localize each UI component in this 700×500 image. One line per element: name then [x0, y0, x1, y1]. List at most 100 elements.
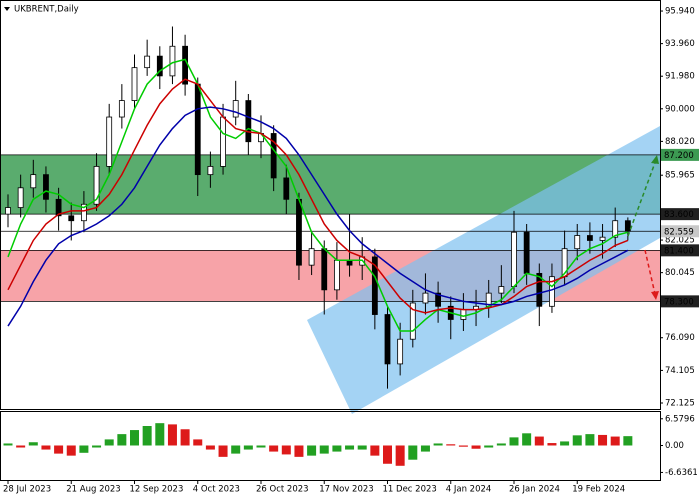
histogram-bar	[243, 445, 253, 450]
y-tick-label: 76.090	[665, 333, 695, 343]
histogram-bar	[496, 443, 506, 446]
candle-body	[599, 236, 606, 241]
candle-body	[220, 116, 226, 167]
histogram-bar	[610, 436, 620, 446]
level-label: 78.300	[664, 297, 694, 307]
trend-channel	[307, 126, 660, 414]
x-tick-label: 26 Jan 2024	[509, 485, 560, 495]
y-tick-label: 93.960	[665, 39, 695, 49]
x-tick-label: 4 Oct 2023	[193, 485, 240, 495]
candle-body	[422, 292, 429, 304]
x-tick-label: 26 Oct 2023	[256, 485, 309, 495]
menu-arrow[interactable]	[4, 7, 10, 11]
candle-body	[612, 220, 619, 238]
candle-body	[536, 272, 543, 307]
candle-body	[549, 276, 555, 307]
histogram-bar	[395, 445, 405, 466]
histogram-bar	[281, 445, 291, 455]
histogram-bar	[383, 445, 392, 464]
y-tick-label: 95.940	[665, 7, 695, 17]
y-tick-label: 85.965	[665, 171, 695, 181]
candle-body	[43, 174, 49, 200]
candle-body	[93, 166, 100, 205]
histogram-bar	[167, 424, 177, 446]
histogram-bar	[269, 445, 279, 452]
main-frame	[0, 0, 661, 410]
y-tick-label: 90.000	[665, 104, 695, 114]
candle-body	[511, 231, 517, 287]
level-tag	[661, 295, 699, 308]
histogram-bar	[357, 445, 367, 450]
histogram-bar	[130, 430, 139, 446]
candle-body	[5, 207, 11, 215]
histogram-bar	[408, 445, 418, 460]
y-tick-label: 72.125	[665, 398, 695, 408]
histogram-bar	[370, 445, 380, 456]
candle-body	[397, 338, 404, 365]
candle-body	[308, 248, 315, 266]
histogram-bar	[332, 445, 342, 452]
arrow-head	[651, 291, 659, 300]
candle-body	[245, 100, 252, 143]
y-tick-label: 6.5796	[665, 414, 695, 424]
candle-body	[68, 215, 75, 222]
histogram-bar	[3, 443, 13, 446]
candle-body	[435, 292, 442, 307]
histogram-bar	[117, 434, 127, 446]
candle-body	[587, 235, 593, 241]
histogram-bar	[307, 445, 317, 456]
histogram-bar	[218, 445, 228, 457]
level-label: 87.200	[664, 151, 694, 161]
arrow-head	[651, 155, 659, 164]
candle-body	[409, 302, 416, 340]
candle-body	[156, 55, 163, 77]
y-tick-label: 80.045	[665, 268, 695, 278]
x-tick-label: 17 Nov 2023	[319, 485, 373, 495]
x-tick-label: 12 Sep 2023	[130, 485, 184, 495]
histogram-bar	[155, 423, 165, 446]
candle-body	[106, 116, 113, 167]
candle-body	[624, 220, 631, 232]
histogram-bar	[509, 437, 519, 446]
target-arrow-down	[644, 249, 656, 295]
histogram-bar	[231, 445, 241, 454]
level-tag	[661, 244, 699, 257]
candle-body	[17, 187, 24, 208]
level-tag	[661, 225, 699, 238]
histogram-bar	[41, 445, 51, 450]
candle-body	[81, 203, 87, 222]
x-tick-label: 21 Aug 2023	[66, 485, 120, 495]
candle-body	[232, 100, 239, 118]
candle-body	[55, 198, 62, 217]
x-tick-label: 28 Jul 2023	[3, 485, 51, 495]
level-tag	[661, 148, 699, 161]
histogram-bar	[458, 445, 468, 447]
oscillator-frame	[0, 411, 661, 481]
x-tick-label: 19 Feb 2024	[572, 485, 625, 495]
histogram-bar	[547, 443, 557, 446]
histogram-bar	[446, 444, 456, 446]
level-tag	[661, 208, 699, 221]
histogram-bar	[294, 445, 304, 457]
x-tick-label: 11 Dec 2023	[383, 485, 437, 495]
candle-body	[131, 67, 138, 101]
histogram-bar	[28, 442, 38, 446]
histogram-bar	[142, 426, 152, 446]
y-tick-label: 88.020	[665, 137, 695, 147]
level-label: 82.559	[664, 227, 694, 237]
histogram-bar	[180, 429, 190, 446]
histogram-bar	[420, 445, 430, 452]
moving-average	[7, 58, 629, 332]
histogram-bar	[104, 439, 114, 446]
x-tick-label: 4 Jan 2024	[446, 485, 492, 495]
candle-body	[296, 198, 302, 266]
histogram-bar	[66, 445, 76, 456]
histogram-bar	[92, 445, 102, 448]
histogram-bar	[345, 445, 355, 450]
level-label: 81.400	[664, 246, 694, 256]
level-label: 83.600	[664, 210, 694, 220]
candle-body	[169, 45, 176, 77]
histogram-bar	[585, 434, 595, 446]
y-tick-label: 91.980	[665, 72, 695, 82]
